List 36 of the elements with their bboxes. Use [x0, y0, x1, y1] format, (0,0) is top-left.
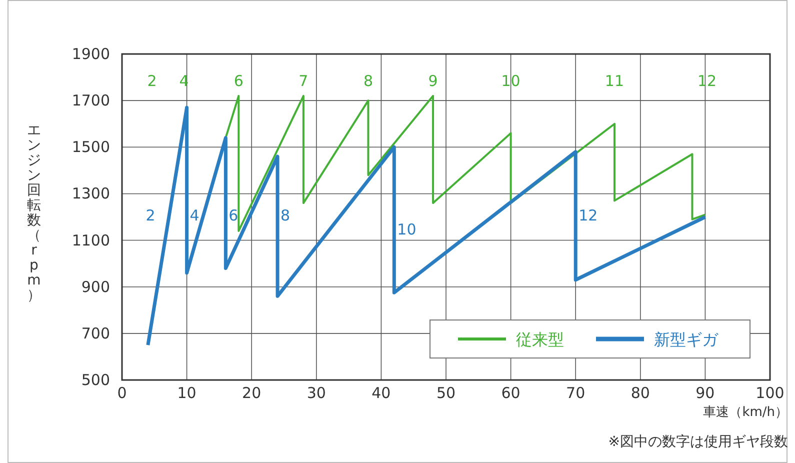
x-tick-label: 70: [566, 384, 586, 402]
x-axis-title: 車速（km/h）: [703, 405, 788, 420]
text: エンジン回転数（rpm）: [27, 122, 41, 304]
annotation: 6: [234, 72, 244, 90]
annotation: 7: [298, 72, 308, 90]
y-tick-label: 1500: [72, 138, 110, 156]
y-tick-label: 900: [81, 278, 110, 296]
annotation: 8: [280, 206, 290, 225]
x-tick-label: 60: [501, 384, 520, 402]
legend-label: 従来型: [516, 330, 564, 349]
legend-label: 新型ギガ: [654, 330, 719, 349]
x-tick-label: 20: [242, 384, 262, 402]
x-tick-label: 40: [372, 384, 391, 402]
y-tick-label: 500: [81, 371, 110, 389]
annotation: 8: [363, 72, 374, 90]
y-tick-label: 1100: [72, 231, 110, 250]
annotation: 2: [147, 72, 157, 90]
annotation: 6: [228, 206, 238, 225]
annotation: 10: [397, 220, 416, 239]
text: ※図中の数字は使用ギヤ段数: [608, 434, 788, 450]
y-tick-label: 1700: [72, 92, 110, 110]
annotation: 9: [428, 72, 438, 90]
x-tick-label: 30: [306, 384, 326, 402]
x-tick-label: 0: [117, 384, 127, 402]
y-tick-label: 1300: [72, 184, 110, 203]
x-tick-label: 90: [696, 384, 715, 402]
x-tick-label: 100: [756, 384, 784, 402]
x-tick-label: 80: [630, 384, 650, 402]
x-tick-label: 50: [436, 384, 456, 402]
y-tick-label: 1900: [72, 45, 110, 63]
annotation: 12: [578, 206, 598, 225]
annotation: 4: [190, 206, 200, 225]
x-tick-label: 10: [177, 384, 196, 402]
annotation: 11: [604, 72, 624, 90]
annotation: 2: [146, 206, 156, 225]
y-tick-label: 700: [81, 324, 110, 342]
